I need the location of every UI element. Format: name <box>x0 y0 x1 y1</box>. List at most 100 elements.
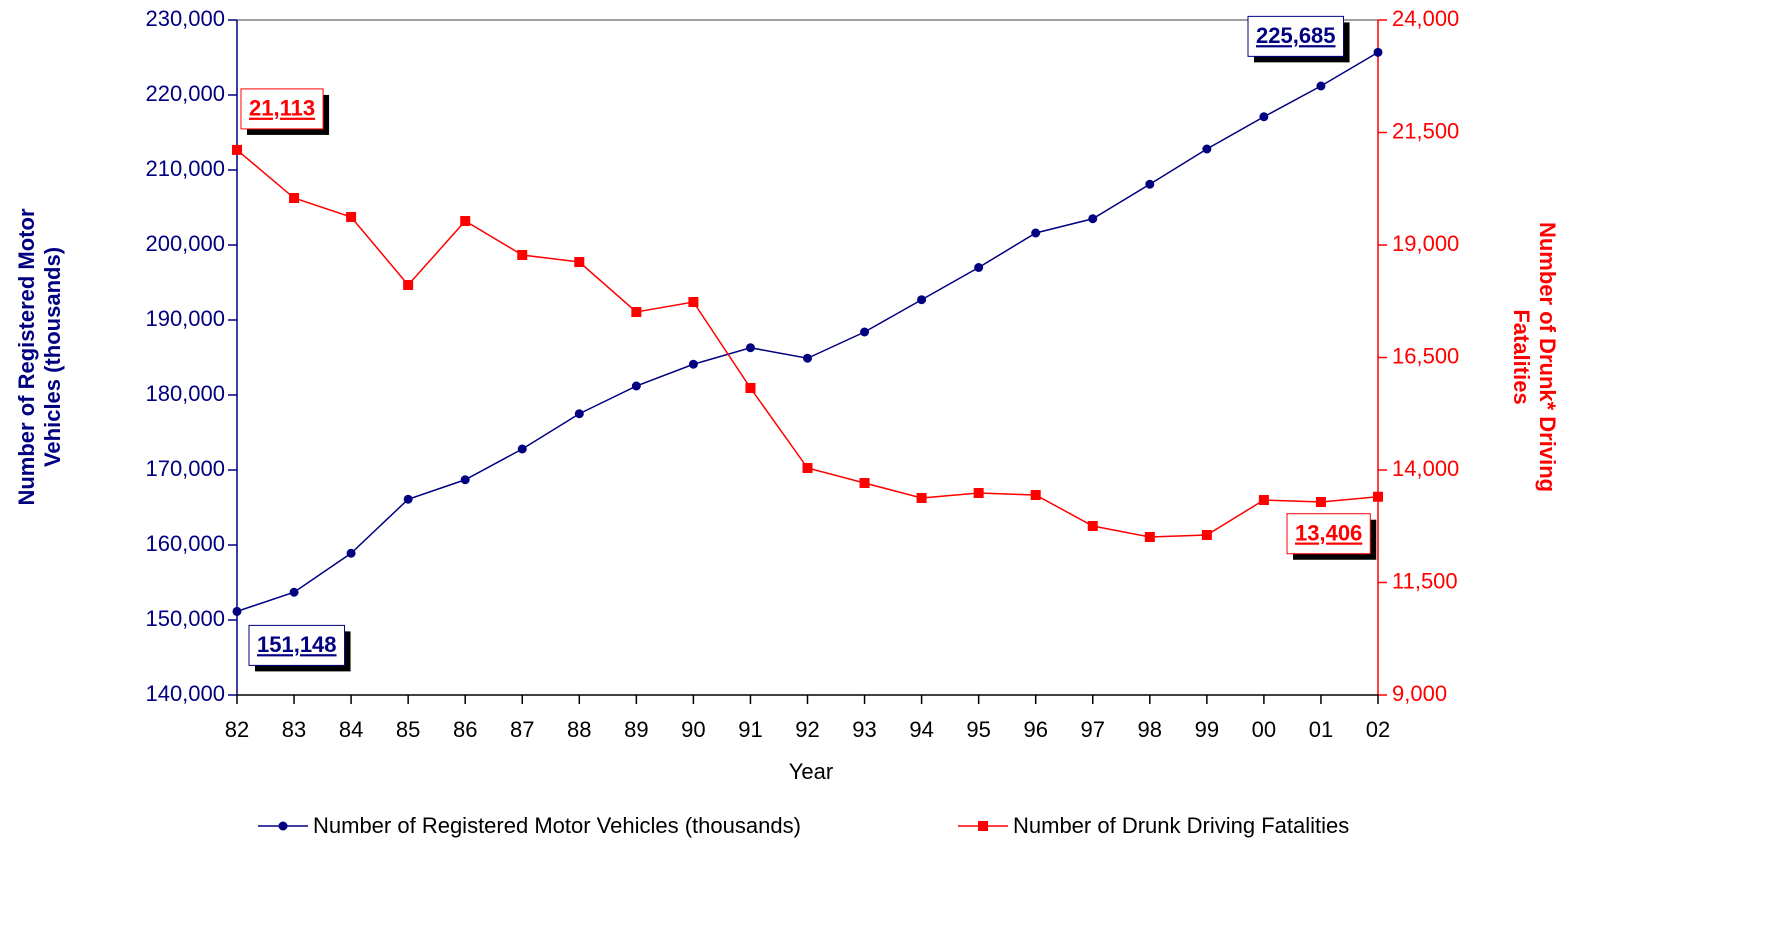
y-axis-title: Number of Registered Motor Vehicles (tho… <box>14 208 65 505</box>
data-point <box>631 381 641 391</box>
y-tick-label: 190,000 <box>145 306 225 331</box>
value-label-box: 225,685 <box>1247 15 1350 63</box>
data-point <box>1087 520 1098 531</box>
value-label: 13,406 <box>1295 521 1362 546</box>
data-point <box>1258 495 1269 506</box>
x-tick-label: 85 <box>396 717 420 742</box>
value-label: 21,113 <box>249 96 315 121</box>
data-point <box>1316 81 1326 91</box>
data-point <box>1315 496 1326 507</box>
data-point <box>574 409 584 419</box>
y2-axis-title-line: Fatalities <box>1509 309 1534 404</box>
label-frame <box>240 88 324 130</box>
data-point <box>974 263 984 272</box>
y-axis-title-line: Vehicles (thousands) <box>40 247 65 467</box>
legend-label: Number of Registered Motor Vehicles (tho… <box>313 813 801 838</box>
data-point <box>802 463 813 474</box>
x-tick-label: 84 <box>339 717 363 742</box>
data-point <box>1373 47 1383 57</box>
data-point <box>403 280 414 291</box>
x-tick-label: 00 <box>1252 717 1276 742</box>
y2-axis-title-line: Number of Drunk* Driving <box>1535 222 1560 492</box>
data-point <box>517 444 527 454</box>
data-point <box>1259 112 1269 122</box>
data-point <box>403 494 413 504</box>
x-tick-label: 94 <box>909 717 933 742</box>
y-tick-label: 140,000 <box>145 681 225 706</box>
data-point <box>803 353 812 363</box>
y-tick-label: 180,000 <box>145 381 225 406</box>
x-tick-label: 02 <box>1366 717 1390 742</box>
data-point <box>1144 532 1155 543</box>
y2-axis-title: Number of Drunk* Driving Fatalities <box>1509 222 1560 492</box>
data-point <box>289 587 299 597</box>
legend-marker <box>278 821 288 831</box>
data-point <box>460 475 470 485</box>
y2-tick-label: 19,000 <box>1392 231 1459 256</box>
data-point <box>1373 491 1383 502</box>
data-point <box>1202 144 1212 154</box>
y2-tick-label: 21,500 <box>1392 118 1459 143</box>
data-point <box>232 606 242 616</box>
data-point <box>859 478 870 489</box>
legend-label: Number of Drunk Driving Fatalities <box>1013 813 1349 838</box>
data-point <box>688 359 698 369</box>
value-label-box: 151,148 <box>248 624 351 672</box>
x-tick-label: 93 <box>852 717 876 742</box>
y-tick-label: 150,000 <box>145 606 225 631</box>
data-point <box>917 295 927 305</box>
y-tick-label: 160,000 <box>145 531 225 556</box>
data-point <box>1201 529 1212 540</box>
x-tick-label: 92 <box>795 717 819 742</box>
x-tick-label: 86 <box>453 717 477 742</box>
label-frame <box>248 624 346 666</box>
x-tick-label: 88 <box>567 717 591 742</box>
y-tick-label: 230,000 <box>145 6 225 31</box>
y2-tick-label: 14,000 <box>1392 456 1459 481</box>
x-tick-label: 82 <box>225 717 249 742</box>
data-point <box>517 249 528 260</box>
data-point <box>346 548 356 558</box>
data-point <box>232 144 242 155</box>
y2-tick-label: 16,500 <box>1392 343 1459 368</box>
value-label-box: 21,113 <box>240 88 330 135</box>
data-point <box>574 257 585 268</box>
label-frame <box>1247 15 1345 57</box>
y-tick-label: 200,000 <box>145 231 225 256</box>
value-label: 225,685 <box>1256 23 1336 48</box>
data-point <box>1030 490 1041 501</box>
y-axis-title-line: Number of Registered Motor <box>14 208 39 505</box>
data-point <box>860 327 870 337</box>
x-tick-label: 95 <box>966 717 990 742</box>
data-point <box>346 212 357 223</box>
data-point <box>916 492 927 503</box>
y2-tick-label: 24,000 <box>1392 6 1459 31</box>
x-tick-label: 97 <box>1081 717 1105 742</box>
y-tick-label: 170,000 <box>145 456 225 481</box>
x-tick-label: 87 <box>510 717 534 742</box>
x-tick-label: 98 <box>1138 717 1162 742</box>
data-point <box>289 193 300 204</box>
data-point <box>688 297 699 308</box>
data-point <box>1031 228 1041 238</box>
x-tick-label: 91 <box>738 717 762 742</box>
y-tick-label: 210,000 <box>145 156 225 181</box>
data-point <box>745 383 756 394</box>
x-tick-label: 96 <box>1023 717 1047 742</box>
data-point <box>1145 179 1155 189</box>
legend-marker <box>978 821 988 831</box>
data-point <box>1088 214 1098 224</box>
y2-tick-label: 9,000 <box>1392 681 1447 706</box>
y2-tick-label: 11,500 <box>1392 568 1458 593</box>
data-point <box>745 343 755 353</box>
data-point <box>973 487 984 498</box>
x-tick-label: 90 <box>681 717 705 742</box>
y-tick-label: 220,000 <box>145 81 225 106</box>
x-axis-title: Year <box>789 759 833 784</box>
value-label: 151,148 <box>257 632 337 657</box>
data-point <box>460 216 471 227</box>
x-tick-label: 01 <box>1309 717 1333 742</box>
